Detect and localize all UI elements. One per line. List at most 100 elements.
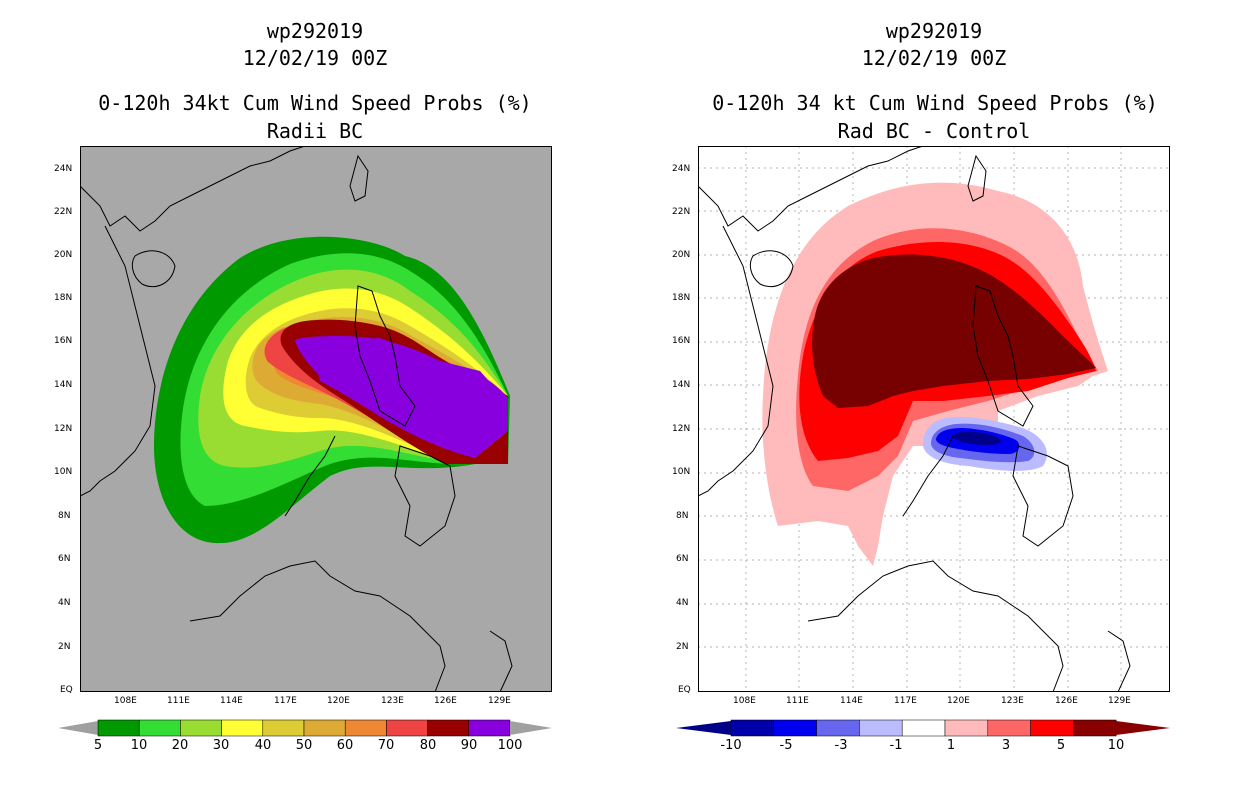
palawan-island — [902, 435, 954, 517]
left-title-product: 0-120h 34kt Cum Wind Speed Probs (%) — [98, 91, 532, 115]
right-colorbar-low-arrow — [676, 721, 731, 735]
borneo-coast — [189, 560, 446, 692]
left-lat-label: 10N — [54, 467, 73, 477]
left-colorbar-cell — [97, 719, 140, 737]
left-coastlines — [80, 146, 513, 692]
left-lat-label: 16N — [54, 336, 73, 346]
right-lon-label: 111E — [786, 696, 809, 706]
right-lat-label: 10N — [672, 467, 691, 477]
left-lat-label: 14N — [54, 380, 73, 390]
left-lon-label: 126E — [434, 696, 457, 706]
right-lat-label: 8N — [676, 511, 689, 521]
left-colorbar-label: 5 — [93, 738, 103, 753]
right-lon-label: 126E — [1055, 696, 1078, 706]
right-lat-label: 16N — [672, 336, 691, 346]
right-colorbar-label: 10 — [1107, 738, 1125, 753]
taiwan-island — [967, 154, 987, 202]
left-colorbar-cell — [262, 719, 305, 737]
left-colorbar-cell — [180, 719, 222, 737]
left-lon-label: 111E — [167, 696, 190, 706]
diff-above-10 — [812, 254, 1096, 408]
left-colorbar — [58, 719, 552, 737]
left-lon-label: 117E — [274, 696, 297, 706]
left-colorbar-cell — [221, 719, 264, 737]
right-title-storm: wp292019 — [885, 19, 983, 43]
left-lat-label: 6N — [58, 554, 71, 564]
left-lat-label: 24N — [54, 164, 73, 174]
right-colorbar-cell — [816, 719, 860, 737]
left-colorbar-label: 20 — [171, 738, 189, 753]
right-colorbar-cell — [944, 719, 989, 737]
right-lon-label: 123E — [1001, 696, 1024, 706]
left-title-date: 12/02/19 00Z — [242, 46, 388, 70]
left-map-panel — [80, 146, 552, 692]
left-lon-label: 120E — [327, 696, 350, 706]
left-colorbar-cell — [427, 719, 470, 737]
diff-below-minus-10 — [953, 431, 1001, 445]
right-title-subtitle: Rad BC - Control — [837, 119, 1031, 143]
right-lat-label: 4N — [676, 598, 689, 608]
left-colorbar-cell — [138, 719, 181, 737]
right-coastlines — [698, 146, 1131, 692]
right-lat-label: 22N — [672, 207, 691, 217]
right-lon-label: 129E — [1108, 696, 1131, 706]
left-lon-label: 129E — [488, 696, 511, 706]
left-colorbar-cell — [386, 719, 428, 737]
right-lat-label: 18N — [672, 293, 691, 303]
right-lat-label: 6N — [676, 554, 689, 564]
left-colorbar-cell — [303, 719, 346, 737]
left-colorbar-label: 50 — [295, 738, 313, 753]
sulawesi-coast — [489, 630, 513, 692]
right-lat-label: EQ — [678, 685, 691, 695]
right-colorbar-label: 3 — [1001, 738, 1011, 753]
right-colorbar-high-arrow — [1116, 721, 1170, 735]
right-map-panel — [698, 146, 1170, 692]
left-colorbar-label: 30 — [212, 738, 230, 753]
hainan-island — [131, 250, 176, 288]
right-colorbar-cell — [730, 719, 775, 737]
left-colorbar-label: 60 — [336, 738, 354, 753]
contour-100 — [310, 338, 502, 452]
left-colorbar-label: 80 — [419, 738, 437, 753]
left-lat-label: 22N — [54, 207, 73, 217]
left-lat-label: 12N — [54, 424, 73, 434]
left-colorbar-label: 100 — [497, 738, 523, 753]
left-colorbar-low-arrow — [58, 721, 98, 735]
hainan-island — [749, 250, 794, 288]
borneo-coast — [807, 560, 1064, 692]
left-lat-label: 4N — [58, 598, 71, 608]
right-colorbar-label: 5 — [1056, 738, 1066, 753]
right-lat-label: 24N — [672, 164, 691, 174]
left-lat-label: EQ — [60, 685, 73, 695]
right-lon-label: 117E — [894, 696, 917, 706]
left-colorbar-label: 70 — [377, 738, 395, 753]
left-lat-label: 20N — [54, 250, 73, 260]
taiwan-island — [349, 154, 369, 202]
right-title-product: 0-120h 34 kt Cum Wind Speed Probs (%) — [712, 91, 1158, 115]
right-lon-label: 120E — [947, 696, 970, 706]
china-coast — [698, 146, 924, 232]
right-colorbar-label: -10 — [720, 738, 742, 753]
mindanao-island — [394, 445, 456, 547]
left-colorbar-cell — [468, 719, 511, 737]
vietnam-coast — [80, 225, 156, 497]
right-colorbar-cell — [859, 719, 903, 737]
left-probability-contours — [154, 236, 510, 544]
left-lon-label: 114E — [220, 696, 243, 706]
left-title-subtitle: Radii BC — [266, 119, 364, 143]
right-lat-label: 12N — [672, 424, 691, 434]
right-colorbar-cell — [773, 719, 817, 737]
left-title-storm: wp292019 — [266, 19, 364, 43]
luzon-island — [354, 285, 416, 427]
right-difference-contours — [762, 182, 1108, 566]
right-colorbar-cell — [987, 719, 1031, 737]
left-lat-label: 18N — [54, 293, 73, 303]
right-colorbar-cell — [1073, 719, 1117, 737]
right-colorbar-label: -1 — [889, 738, 903, 753]
right-colorbar-cell — [1030, 719, 1074, 737]
right-lat-label: 2N — [676, 642, 689, 652]
sulawesi-coast — [1107, 630, 1131, 692]
right-title-date: 12/02/19 00Z — [861, 46, 1007, 70]
left-lat-label: 2N — [58, 642, 71, 652]
right-lon-label: 108E — [733, 696, 756, 706]
